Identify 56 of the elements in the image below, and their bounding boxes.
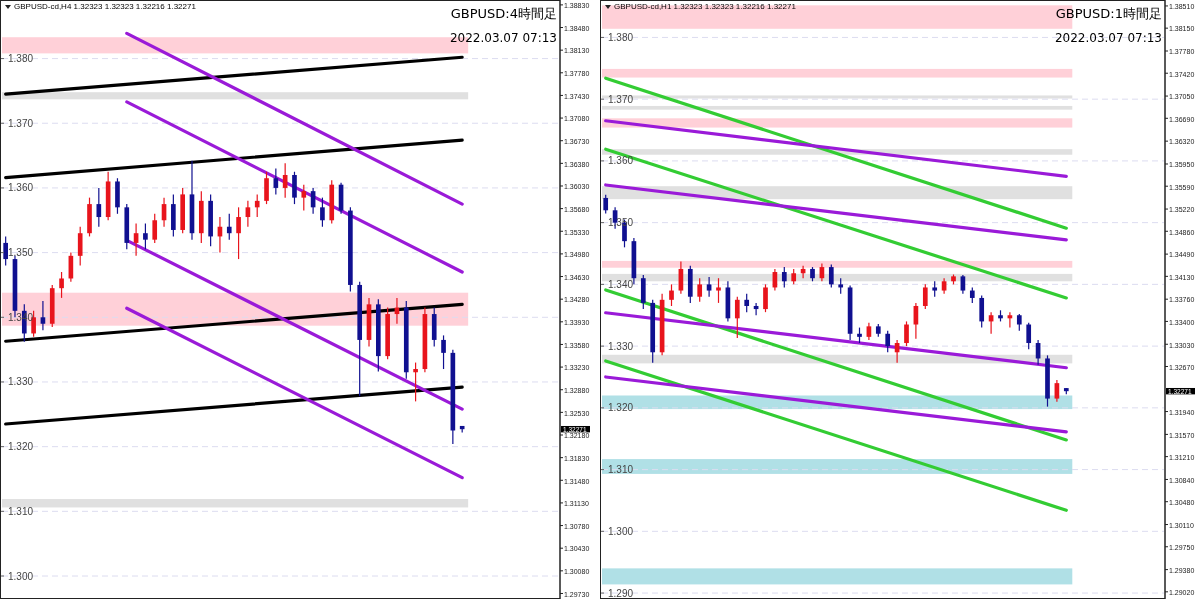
y-tick-label: 1.370	[8, 117, 34, 129]
y-tick-label: 1.380	[8, 53, 34, 65]
candlestick	[226, 213, 232, 241]
candlestick	[922, 283, 928, 310]
y-tick-label: 1.330	[8, 376, 34, 388]
candlestick	[3, 235, 8, 267]
candlestick	[763, 283, 768, 313]
candlestick	[301, 184, 307, 212]
candlestick	[734, 296, 740, 339]
text: 2022.03.07 07:13	[1054, 31, 1162, 45]
candlestick	[669, 283, 674, 307]
candlestick	[960, 274, 966, 295]
candlestick	[77, 226, 83, 267]
y-tick-label: 1.360	[608, 155, 634, 167]
candlestick	[1026, 322, 1032, 350]
candlestick	[603, 194, 609, 214]
y-tick-label: 1.330	[608, 340, 634, 352]
y-tick-label: 1.340	[608, 278, 634, 290]
y-tick-label: 1.300	[8, 570, 34, 582]
candlestick	[697, 277, 703, 303]
y-tick-label: 1.290	[608, 587, 634, 599]
candlestick	[781, 266, 787, 289]
y-tick-label: 1.370	[608, 93, 634, 105]
y-tick-label: 1.300	[608, 525, 634, 537]
y-tick-label: 1.310	[608, 464, 634, 476]
annotation: GBPUSD-cd,H1 1.32323 1.32323 1.32216 1.32271	[614, 2, 797, 11]
candlestick	[885, 330, 891, 353]
candlestick	[441, 334, 446, 370]
text: 2022.03.07 07:13	[449, 31, 557, 45]
candlestick	[716, 277, 721, 304]
candlestick	[706, 276, 712, 298]
candlestick	[828, 264, 834, 289]
candlestick	[264, 171, 269, 205]
y-tick-label: 1.310	[8, 505, 34, 517]
y-tick-label: 1.350	[8, 247, 34, 259]
candlestick	[904, 320, 909, 347]
candlestick	[744, 293, 750, 313]
y-tick-label: 1.380	[608, 31, 634, 43]
candlestick	[152, 213, 158, 244]
y-tick-label: 1.360	[8, 182, 34, 194]
candlestick	[31, 310, 36, 338]
candlestick	[143, 222, 148, 250]
chart-title: GBPUSD:1時間足	[1055, 6, 1162, 21]
candlestick	[40, 300, 46, 331]
candlestick	[96, 187, 102, 228]
candlestick	[254, 193, 260, 218]
chart-title: GBPUSD:4時間足	[450, 6, 557, 21]
y-tick-label: 1.320	[608, 402, 634, 414]
annotation: GBPUSD-cd,H4 1.32323 1.32323 1.32216 1.32271	[14, 2, 197, 11]
candlestick	[292, 171, 297, 205]
y-tick-label: 1.320	[8, 441, 34, 453]
candlestick	[413, 361, 418, 402]
candlestick	[979, 294, 985, 329]
candlestick	[59, 271, 64, 299]
candlestick	[320, 197, 325, 228]
candlestick	[236, 206, 241, 260]
